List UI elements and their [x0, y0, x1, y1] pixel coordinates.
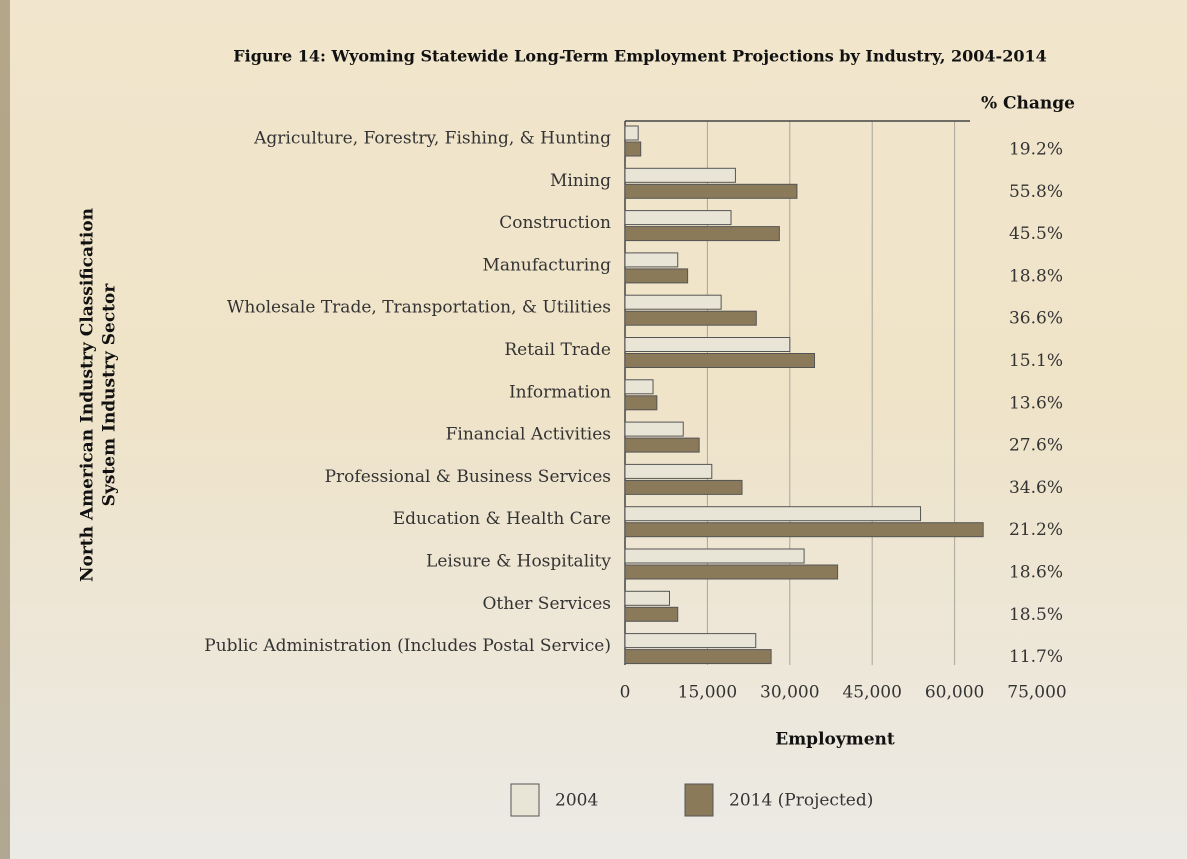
x-tick-label: 75,000 — [1007, 683, 1066, 703]
bar — [624, 606, 679, 622]
bar — [624, 310, 757, 326]
pct-change: 36.6% — [1009, 309, 1063, 329]
pct-change: 34.6% — [1009, 478, 1063, 498]
category-label: Agriculture, Forestry, Fishing, & Huntin… — [253, 129, 611, 149]
x-tick-label: 0 — [620, 683, 631, 703]
pct-header: % Change — [981, 94, 1075, 114]
bar — [624, 125, 639, 141]
legend-swatch — [684, 783, 714, 817]
bar — [624, 479, 743, 495]
pct-change: 19.2% — [1009, 140, 1063, 160]
y-axis-title: System Industry Sector — [100, 283, 120, 507]
category-label: Retail Trade — [504, 340, 611, 360]
x-axis-title: Employment — [775, 730, 895, 750]
bar — [624, 337, 791, 352]
legend-swatch — [510, 783, 540, 817]
x-tick-label: 45,000 — [842, 683, 901, 703]
bar — [624, 294, 722, 310]
left-edge — [0, 0, 10, 859]
bar — [624, 353, 816, 368]
category-label: Construction — [499, 213, 611, 233]
pct-change: 21.2% — [1009, 520, 1063, 540]
category-label: Information — [509, 382, 611, 402]
category-label: Leisure & Hospitality — [426, 552, 611, 572]
legend-label: 2014 (Projected) — [729, 791, 873, 811]
category-label: Financial Activities — [446, 425, 611, 445]
category-label: Public Administration (Includes Postal S… — [204, 636, 611, 656]
pct-change: 55.8% — [1009, 182, 1063, 202]
category-label: Manufacturing — [482, 255, 611, 275]
bar — [624, 252, 679, 268]
category-label: Other Services — [483, 594, 612, 614]
pct-change: 27.6% — [1009, 436, 1063, 456]
pct-change: 13.6% — [1009, 393, 1063, 413]
category-label: Education & Health Care — [393, 509, 611, 529]
x-tick-label: 30,000 — [760, 683, 819, 703]
bar — [624, 633, 757, 649]
bar — [624, 437, 700, 453]
pct-change: 18.5% — [1009, 605, 1063, 625]
bar — [624, 421, 684, 437]
category-label: Mining — [550, 171, 611, 191]
x-tick-label: 15,000 — [678, 683, 737, 703]
y-axis-title: North American Industry Classification — [78, 208, 98, 582]
bar — [624, 395, 658, 411]
bar — [624, 548, 805, 564]
bar — [624, 167, 736, 183]
bar — [624, 379, 654, 395]
bar — [624, 268, 689, 284]
bar — [624, 564, 839, 580]
bar — [624, 141, 642, 157]
pct-change: 15.1% — [1009, 351, 1063, 371]
category-label: Professional & Business Services — [325, 467, 611, 487]
x-tick-label: 60,000 — [925, 683, 984, 703]
bar — [624, 463, 713, 479]
chart-title: Figure 14: Wyoming Statewide Long-Term E… — [233, 47, 1046, 66]
bar — [624, 649, 772, 665]
legend-label: 2004 — [555, 791, 598, 811]
category-label: Wholesale Trade, Transportation, & Utili… — [227, 298, 611, 318]
bar — [624, 183, 798, 199]
pct-change: 18.8% — [1009, 266, 1063, 286]
bar — [624, 522, 984, 538]
pct-change: 11.7% — [1009, 647, 1063, 667]
bar — [624, 590, 670, 606]
pct-change: 18.6% — [1009, 563, 1063, 583]
bar — [624, 506, 922, 522]
bar — [624, 210, 732, 226]
bar — [624, 226, 780, 242]
pct-change: 45.5% — [1009, 224, 1063, 244]
